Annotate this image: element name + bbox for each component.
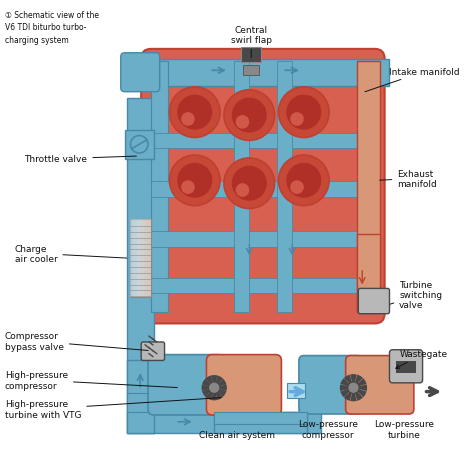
Text: Clean air system: Clean air system	[199, 431, 274, 439]
Circle shape	[347, 382, 359, 394]
Circle shape	[209, 382, 220, 394]
Bar	[151, 278, 377, 294]
Bar	[140, 220, 144, 297]
Bar	[127, 60, 390, 87]
Text: Wastegate: Wastegate	[396, 349, 447, 369]
FancyBboxPatch shape	[299, 356, 362, 414]
Bar	[151, 231, 377, 247]
FancyBboxPatch shape	[141, 342, 164, 361]
FancyBboxPatch shape	[358, 289, 390, 314]
Circle shape	[177, 163, 212, 198]
FancyBboxPatch shape	[207, 355, 282, 415]
Wedge shape	[205, 375, 214, 388]
Bar	[129, 220, 151, 297]
FancyBboxPatch shape	[121, 54, 160, 93]
Text: Low-pressure
compressor: Low-pressure compressor	[298, 420, 358, 439]
Bar	[214, 412, 307, 424]
FancyBboxPatch shape	[390, 350, 423, 383]
Wedge shape	[214, 375, 223, 388]
Circle shape	[279, 156, 329, 206]
Wedge shape	[344, 388, 354, 401]
Bar	[357, 62, 375, 312]
Bar	[276, 62, 292, 312]
Bar	[144, 220, 147, 297]
FancyBboxPatch shape	[148, 355, 223, 415]
Circle shape	[232, 166, 267, 202]
Wedge shape	[354, 388, 363, 401]
Wedge shape	[214, 388, 227, 397]
Bar	[214, 412, 307, 434]
Wedge shape	[202, 388, 214, 397]
Wedge shape	[340, 385, 354, 391]
Circle shape	[224, 158, 274, 209]
Bar	[357, 235, 380, 312]
Text: Compressor
bypass valve: Compressor bypass valve	[5, 331, 148, 351]
Text: Low-pressure
turbine: Low-pressure turbine	[374, 420, 434, 439]
Wedge shape	[354, 388, 366, 397]
Circle shape	[232, 98, 267, 133]
FancyBboxPatch shape	[346, 356, 414, 414]
Text: Central
swirl flap: Central swirl flap	[231, 25, 272, 59]
Wedge shape	[354, 378, 366, 388]
Bar	[129, 220, 133, 297]
Circle shape	[279, 88, 329, 138]
Wedge shape	[350, 374, 357, 388]
Bar	[287, 383, 305, 398]
Circle shape	[286, 95, 321, 130]
Wedge shape	[214, 385, 227, 391]
Wedge shape	[350, 388, 357, 402]
Wedge shape	[201, 385, 214, 391]
Bar	[396, 362, 416, 373]
Wedge shape	[340, 388, 354, 397]
Bar	[234, 62, 249, 312]
Bar	[151, 133, 377, 149]
Text: Exhaust
manifold: Exhaust manifold	[380, 169, 437, 189]
Circle shape	[290, 113, 304, 127]
Circle shape	[224, 90, 274, 141]
Bar	[127, 412, 321, 434]
Bar	[357, 375, 406, 395]
Wedge shape	[202, 379, 214, 388]
Text: Intake manifold: Intake manifold	[365, 67, 460, 93]
Bar	[151, 182, 377, 197]
Bar	[241, 48, 261, 62]
Circle shape	[169, 156, 220, 206]
Bar	[127, 98, 154, 434]
Bar	[125, 130, 154, 160]
Text: ① Schematic view of the
V6 TDI biturbo turbo-
charging system: ① Schematic view of the V6 TDI biturbo t…	[5, 11, 99, 45]
Bar	[127, 361, 154, 434]
Circle shape	[236, 184, 249, 197]
Wedge shape	[214, 379, 227, 388]
Circle shape	[181, 113, 195, 127]
Text: High-pressure
turbine with VTG: High-pressure turbine with VTG	[5, 398, 221, 419]
Wedge shape	[354, 385, 367, 391]
Circle shape	[169, 88, 220, 138]
Bar	[147, 220, 151, 297]
Bar	[127, 393, 161, 412]
FancyBboxPatch shape	[141, 50, 384, 324]
Circle shape	[236, 116, 249, 129]
Wedge shape	[354, 375, 363, 388]
Circle shape	[181, 181, 195, 195]
Wedge shape	[211, 375, 218, 388]
Text: Throttle valve: Throttle valve	[24, 155, 137, 164]
Wedge shape	[205, 388, 214, 400]
Circle shape	[286, 163, 321, 198]
Circle shape	[177, 95, 212, 130]
Wedge shape	[344, 375, 354, 388]
Text: High-pressure
compressor: High-pressure compressor	[5, 370, 177, 390]
Bar	[137, 220, 140, 297]
Bar	[357, 62, 380, 312]
Bar	[151, 62, 168, 312]
Text: Turbine
switching
valve: Turbine switching valve	[390, 280, 442, 310]
Bar	[133, 220, 137, 297]
Wedge shape	[211, 388, 218, 401]
Wedge shape	[340, 378, 354, 388]
Circle shape	[290, 181, 304, 195]
Bar	[244, 66, 259, 76]
Wedge shape	[214, 388, 223, 400]
Text: Charge
air cooler: Charge air cooler	[15, 244, 127, 263]
